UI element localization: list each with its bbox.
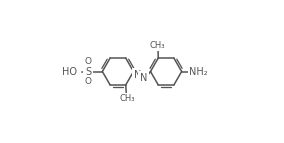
Text: O: O (85, 57, 92, 66)
Text: NH₂: NH₂ (189, 66, 208, 77)
Text: CH₃: CH₃ (119, 94, 135, 103)
Text: HO: HO (62, 66, 77, 77)
Text: CH₃: CH₃ (150, 41, 165, 50)
Text: N: N (134, 70, 141, 80)
Text: N: N (140, 73, 147, 83)
Text: S: S (85, 66, 91, 77)
Text: O: O (85, 77, 92, 86)
